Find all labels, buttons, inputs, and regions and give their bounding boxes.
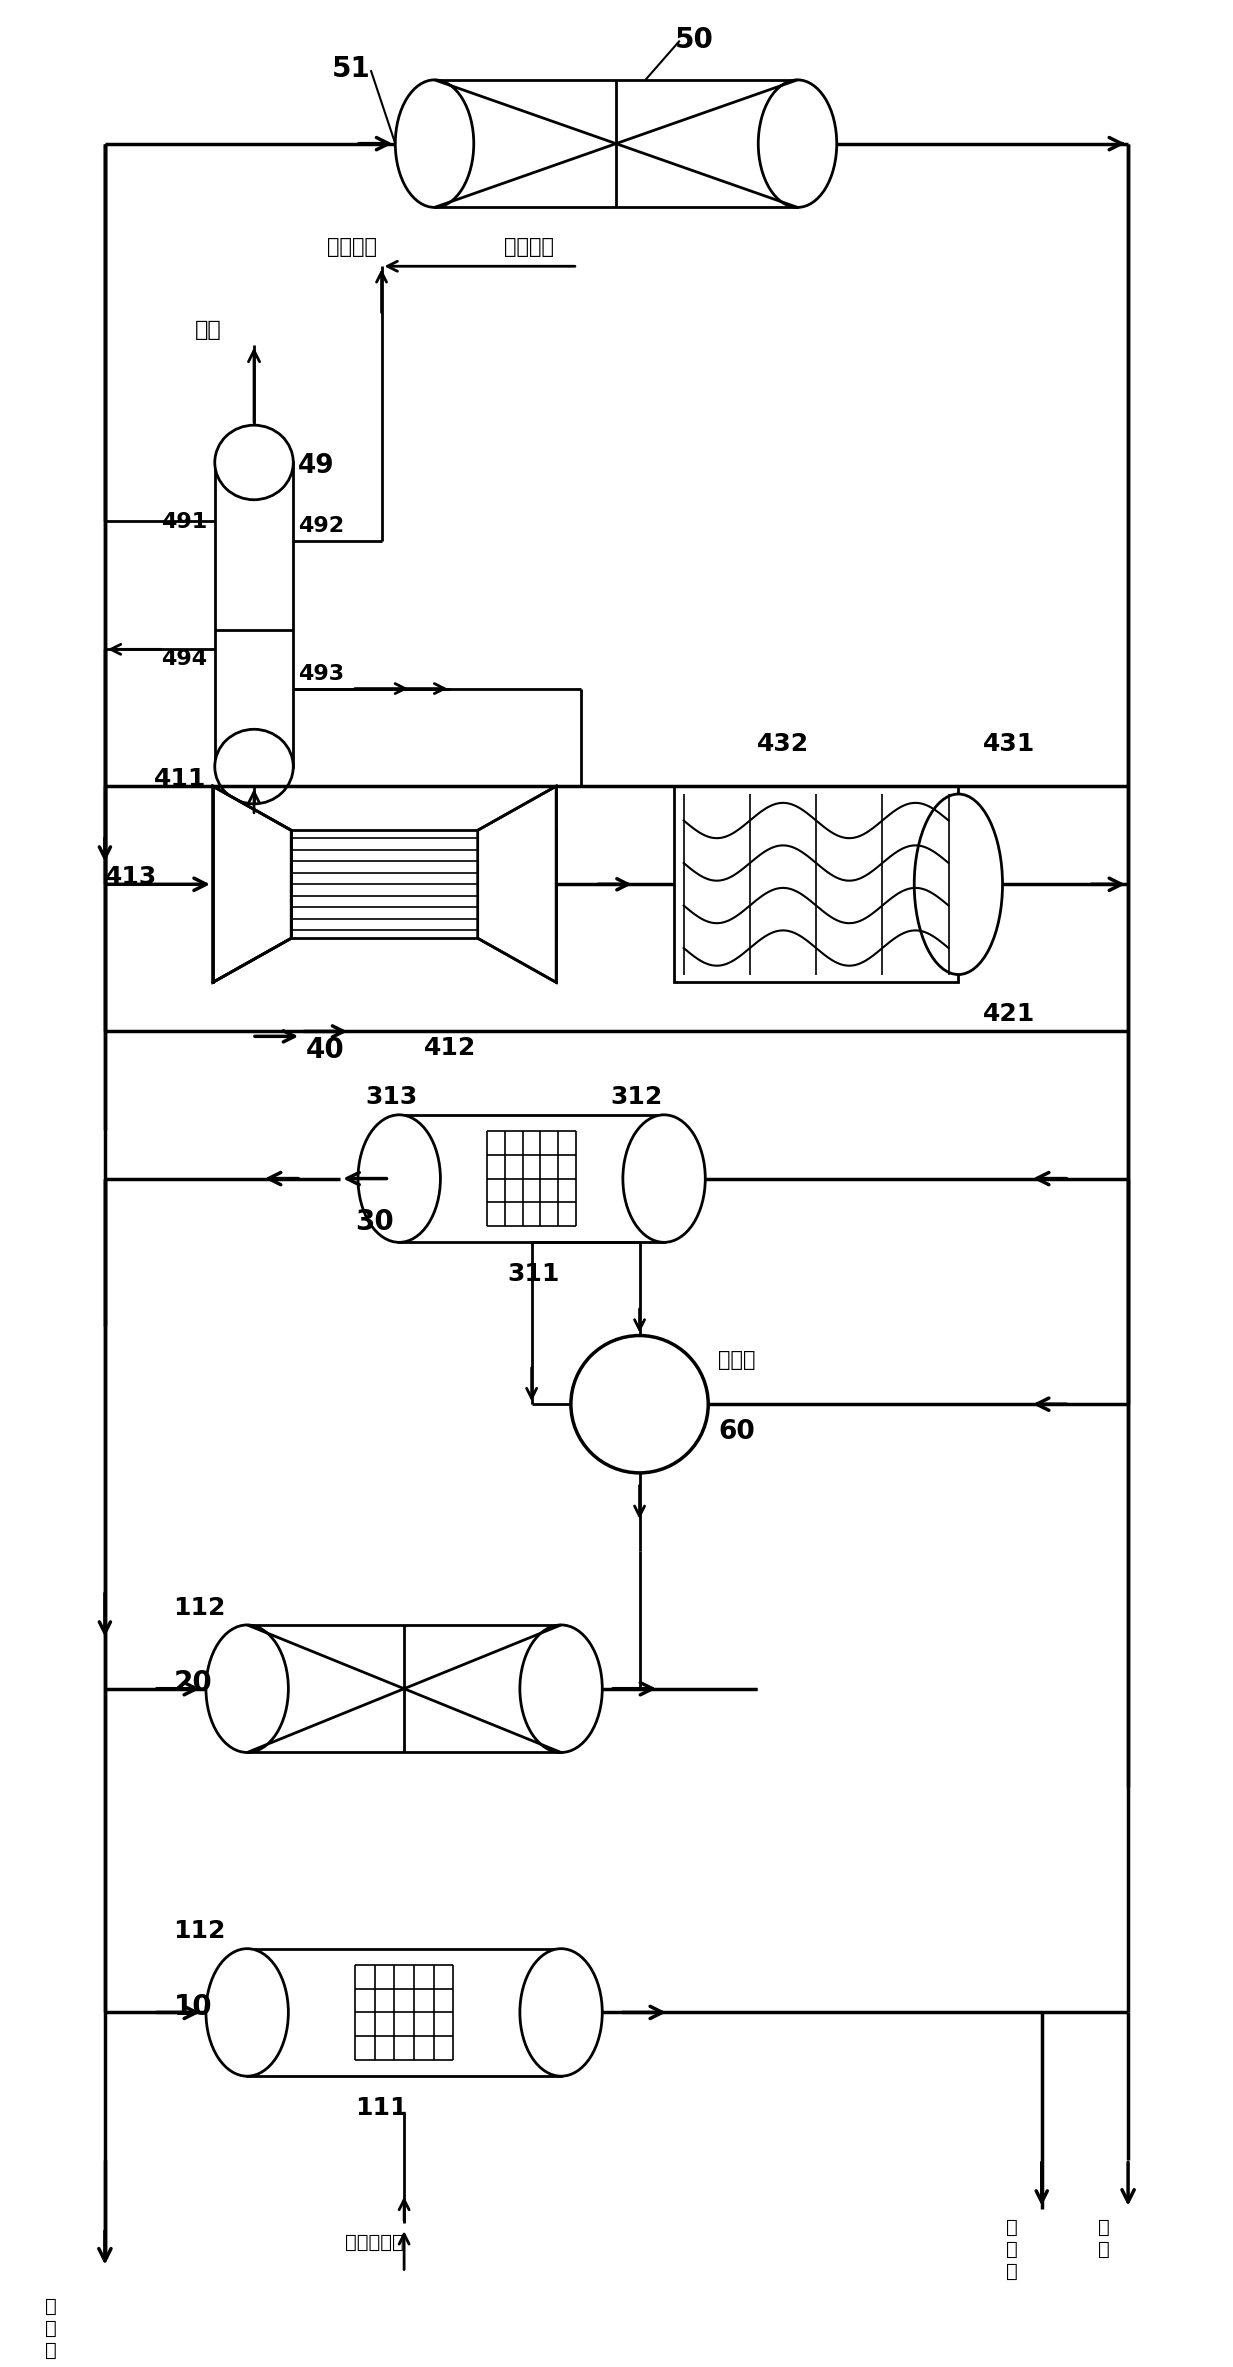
Text: 312: 312 [610,1086,662,1110]
Text: 494: 494 [160,649,207,670]
Text: 50: 50 [674,26,714,54]
Text: 413: 413 [105,864,157,888]
Ellipse shape [520,1948,602,2076]
Text: 氢
气: 氢 气 [1097,2218,1110,2260]
Text: 40: 40 [306,1037,345,1065]
Text: 冷凝水: 冷凝水 [718,1349,756,1370]
Bar [674,786,958,982]
Ellipse shape [206,1948,289,2076]
Text: 10: 10 [174,1993,212,2021]
Text: 112: 112 [174,1920,226,1943]
Ellipse shape [520,1624,602,1752]
Bar [399,1115,665,1243]
Text: 313: 313 [365,1086,417,1110]
Text: 111: 111 [355,2095,408,2121]
Text: 合成循环气: 合成循环气 [345,2232,404,2251]
Ellipse shape [358,1115,440,1243]
Bar [247,1624,561,1752]
Circle shape [571,1335,708,1472]
Text: 锅炉给水: 锅炉给水 [504,237,554,258]
Polygon shape [213,786,291,982]
Text: 51: 51 [332,54,370,83]
Ellipse shape [396,80,473,208]
Text: 311: 311 [507,1262,560,1285]
Text: 412: 412 [424,1037,476,1060]
Text: 491: 491 [160,511,207,533]
Text: 411: 411 [154,767,206,791]
Bar [215,462,293,767]
Text: 421: 421 [983,1001,1036,1025]
Text: 431: 431 [983,731,1036,755]
Text: 493: 493 [298,665,344,684]
Text: 112: 112 [174,1595,226,1619]
Text: 30: 30 [355,1207,393,1236]
Ellipse shape [623,1115,705,1243]
Text: 粗
煤
气: 粗 煤 气 [46,2296,57,2360]
Text: 锅炉给水: 锅炉给水 [327,237,377,258]
Text: 蒸汽: 蒸汽 [195,320,222,341]
Bar [434,80,798,208]
Text: 49: 49 [298,452,335,478]
Polygon shape [477,786,556,982]
Text: 20: 20 [174,1669,212,1697]
Bar [291,831,556,937]
Ellipse shape [215,426,293,499]
Ellipse shape [914,793,1002,975]
Ellipse shape [758,80,837,208]
Text: 492: 492 [298,516,344,537]
Text: 432: 432 [757,731,809,755]
Ellipse shape [206,1624,289,1752]
Text: 60: 60 [718,1418,755,1444]
Ellipse shape [215,729,293,805]
Bar [247,1948,561,2076]
Text: 工
业
气: 工 业 气 [1006,2218,1018,2282]
